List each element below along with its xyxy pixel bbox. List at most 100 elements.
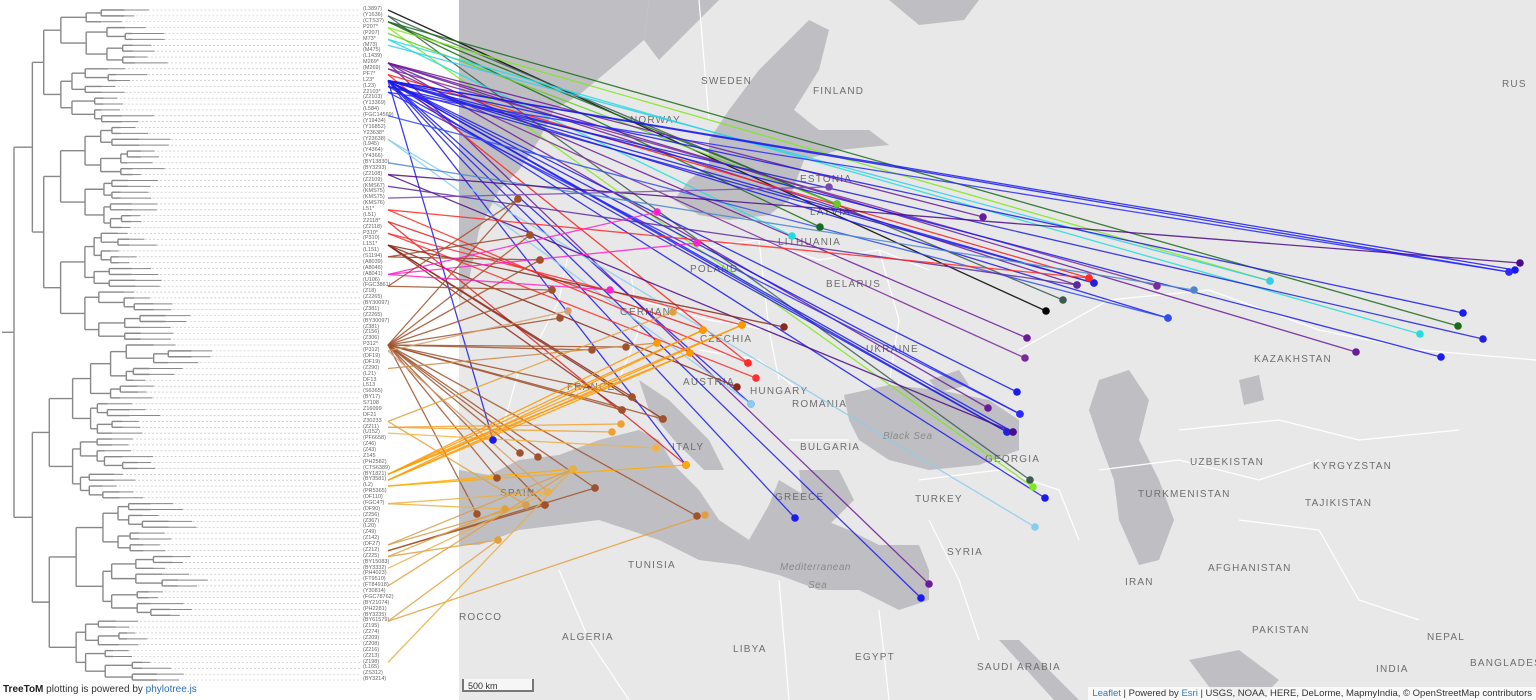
tree-leaf-label[interactable]: (BY13830)	[363, 159, 390, 166]
tree-leaf-label[interactable]: (Z46)	[363, 441, 377, 448]
tree-leaf-label[interactable]: (BY15083)	[363, 558, 390, 565]
sample-location-marker[interactable]	[1042, 307, 1050, 315]
tree-leaf-label[interactable]: L513	[363, 382, 376, 389]
tree-leaf-label[interactable]: (KMS75)	[363, 194, 385, 201]
tree-leaf-label[interactable]: (L151)	[363, 247, 379, 254]
sample-location-marker[interactable]	[1003, 428, 1011, 436]
tree-leaf-label[interactable]: (Z211)	[363, 423, 379, 430]
tree-leaf-label[interactable]: (KMS76)	[363, 200, 385, 207]
tree-leaf-label[interactable]: (Z225)	[363, 552, 380, 559]
sample-location-marker[interactable]	[1153, 282, 1161, 290]
tree-leaf-label[interactable]: (Z274)	[363, 629, 380, 636]
tree-leaf-label[interactable]: (S1194)	[363, 253, 383, 260]
tree-leaf-label[interactable]: (BY3235)	[363, 611, 387, 618]
tree-leaf-label[interactable]: (L1439)	[363, 53, 382, 60]
tree-leaf-label[interactable]: (L2)	[363, 482, 373, 489]
sample-location-marker[interactable]	[1416, 330, 1424, 338]
tree-leaf-label[interactable]: (Z2109)	[363, 176, 383, 183]
tree-leaf-label[interactable]: (Z212)	[363, 546, 380, 553]
tree-leaf-label[interactable]: P312*	[363, 341, 378, 348]
sample-location-marker[interactable]	[606, 286, 614, 294]
sample-location-marker[interactable]	[1031, 523, 1039, 531]
sample-location-marker[interactable]	[548, 286, 556, 294]
sample-location-marker[interactable]	[514, 195, 522, 203]
tree-leaf-label[interactable]: (Z290)	[363, 364, 380, 371]
tree-leaf-label[interactable]: (Y16852)	[363, 123, 386, 130]
tree-leaf-label[interactable]: (A8041)	[363, 270, 383, 277]
tree-leaf-label[interactable]: (M269)	[363, 65, 381, 72]
tree-leaf-label[interactable]: (L20)	[363, 523, 376, 530]
sample-location-marker[interactable]	[536, 256, 544, 264]
tree-leaf-label[interactable]: (PH2281)	[363, 605, 387, 612]
tree-leaf-label[interactable]: (Z256)	[363, 511, 380, 518]
tree-leaf-label[interactable]: (PH4023)	[363, 570, 387, 577]
sample-location-marker[interactable]	[564, 307, 572, 315]
sample-location-marker[interactable]	[653, 208, 661, 216]
sample-location-marker[interactable]	[693, 239, 701, 247]
sample-location-marker[interactable]	[1437, 353, 1445, 361]
sample-location-marker[interactable]	[588, 346, 596, 354]
tree-leaf-label[interactable]: (L584)	[363, 106, 379, 113]
sample-location-marker[interactable]	[1021, 354, 1029, 362]
tree-leaf-label[interactable]: (Z142)	[363, 535, 380, 542]
tree-leaf-label[interactable]: (Y4364)	[363, 147, 383, 154]
sample-location-marker[interactable]	[1041, 494, 1049, 502]
sample-location-marker[interactable]	[653, 339, 661, 347]
tree-leaf-label[interactable]: (BY3581)	[363, 476, 387, 483]
tree-leaf-label[interactable]: Z145	[363, 452, 376, 459]
sample-location-marker[interactable]	[788, 232, 796, 240]
tree-leaf-label[interactable]: (P207)	[363, 29, 380, 36]
tree-leaf-label[interactable]: DF21	[363, 411, 377, 418]
sample-location-marker[interactable]	[522, 501, 530, 509]
tree-leaf-label[interactable]: (L165)	[363, 664, 379, 671]
tree-leaf-label[interactable]: (Z156)	[363, 329, 380, 336]
tree-leaf-label[interactable]: (P310)	[363, 235, 380, 242]
sample-location-marker[interactable]	[1023, 334, 1031, 342]
tree-leaf-label[interactable]: (Z2265)	[363, 311, 383, 318]
tree-leaf-label[interactable]: (BY30097)	[363, 300, 390, 307]
tree-leaf-label[interactable]: (BY3293)	[363, 164, 387, 171]
tree-leaf-label[interactable]: Z16099	[363, 405, 382, 412]
sample-location-marker[interactable]	[516, 449, 524, 457]
sample-location-marker[interactable]	[473, 510, 481, 518]
sample-location-marker[interactable]	[984, 404, 992, 412]
tree-leaf-label[interactable]: (Z2108)	[363, 170, 383, 177]
sample-location-marker[interactable]	[1454, 322, 1462, 330]
sample-location-marker[interactable]	[1016, 410, 1024, 418]
tree-leaf-label[interactable]: (Z367)	[363, 517, 380, 524]
sample-location-marker[interactable]	[1013, 388, 1021, 396]
tree-leaf-label[interactable]: (L3897)	[363, 6, 382, 13]
phylotree-link[interactable]: phylotree.js	[145, 684, 197, 695]
sample-location-marker[interactable]	[1516, 259, 1524, 267]
tree-leaf-label[interactable]: (CTS6389)	[363, 464, 390, 471]
sample-location-marker[interactable]	[1029, 483, 1037, 491]
sample-location-marker[interactable]	[591, 484, 599, 492]
tree-leaf-label[interactable]: Y23638*	[363, 129, 385, 136]
sample-location-marker[interactable]	[925, 580, 933, 588]
tree-leaf-label[interactable]: (KMS67)	[363, 182, 385, 189]
tree-leaf-label[interactable]: (Z43)	[363, 447, 377, 454]
tree-leaf-label[interactable]: (Y13369)	[363, 100, 386, 107]
tree-leaf-label[interactable]: (FT9510)	[363, 576, 386, 583]
tree-leaf-label[interactable]: (KMS75)	[363, 188, 385, 195]
tree-leaf-label[interactable]: (FT84918)	[363, 582, 389, 589]
tree-leaf-label[interactable]: PF7*	[363, 70, 376, 77]
tree-leaf-label[interactable]: (BY61579)	[363, 617, 390, 624]
sample-location-marker[interactable]	[1479, 335, 1487, 343]
sample-location-marker[interactable]	[1190, 286, 1198, 294]
sample-location-marker[interactable]	[752, 374, 760, 382]
tree-leaf-label[interactable]: (FGC4?)	[363, 499, 385, 506]
sample-location-marker[interactable]	[617, 420, 625, 428]
tree-leaf-label[interactable]: (Z2118)	[363, 223, 382, 230]
tree-leaf-label[interactable]: (L945)	[363, 141, 379, 148]
sample-location-marker[interactable]	[1026, 476, 1034, 484]
tree-leaf-label[interactable]: (BY3214)	[363, 676, 387, 683]
sample-location-marker[interactable]	[1352, 348, 1360, 356]
sample-location-marker[interactable]	[493, 474, 501, 482]
sample-location-marker[interactable]	[825, 183, 833, 191]
tree-leaf-label[interactable]: DF13	[363, 376, 377, 383]
tree-leaf-label[interactable]: (Z2103)	[363, 94, 383, 101]
tree-leaf-label[interactable]: (ZS312)	[363, 670, 383, 677]
sample-location-marker[interactable]	[1164, 314, 1172, 322]
tree-leaf-label[interactable]: (Z216)	[363, 646, 380, 653]
